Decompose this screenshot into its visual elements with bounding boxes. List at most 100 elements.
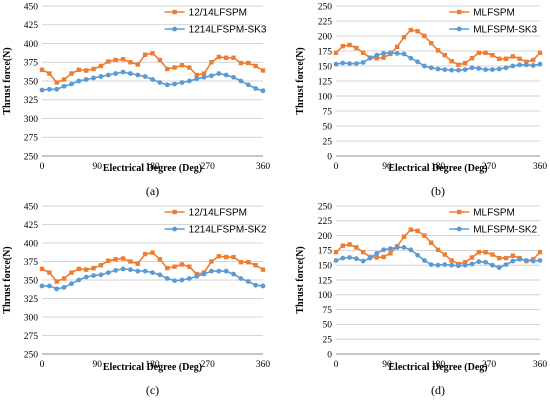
x-tick-label: 270: [201, 162, 216, 172]
data-point: [442, 67, 448, 72]
data-point: [422, 233, 427, 238]
data-point: [435, 48, 441, 53]
data-point: [61, 83, 67, 89]
data-point: [46, 283, 52, 289]
data-point: [150, 77, 155, 82]
y-tick-label: 75: [323, 107, 333, 117]
data-point: [490, 252, 495, 257]
data-point: [442, 252, 447, 257]
data-point: [105, 270, 111, 275]
x-axis-title: Electrical Degree (Deg): [388, 163, 487, 174]
data-point: [142, 74, 148, 79]
y-tick-label: 175: [318, 47, 333, 57]
chart-panel-b: 0 25 50 75 100 125 150 175 200 225 250 0 90 180 270 360…: [295, 2, 547, 198]
data-point: [113, 267, 119, 273]
data-point: [429, 41, 434, 46]
data-point: [186, 276, 192, 281]
data-point: [531, 57, 536, 63]
data-point: [260, 267, 266, 272]
data-point: [157, 257, 163, 262]
y-tick-label: 275: [24, 134, 39, 144]
data-point: [113, 57, 118, 63]
y-tick-label: 225: [318, 217, 333, 227]
data-point: [381, 254, 386, 260]
y-tick-label: 325: [24, 96, 39, 106]
data-point: [231, 254, 236, 260]
data-point: [347, 61, 352, 66]
data-point: [401, 35, 407, 40]
data-point: [428, 262, 434, 268]
data-point: [135, 62, 140, 67]
legend-marker: [172, 209, 177, 215]
data-point: [510, 258, 516, 264]
data-point: [483, 50, 488, 55]
x-tick-label: 180: [431, 162, 446, 172]
data-point: [91, 265, 96, 271]
data-point: [231, 74, 236, 80]
data-point: [179, 80, 185, 85]
data-point: [47, 71, 52, 76]
data-point: [483, 67, 488, 72]
data-point: [39, 283, 45, 289]
data-point: [164, 82, 170, 88]
data-point: [517, 56, 522, 61]
data-point: [231, 271, 236, 277]
data-point: [120, 69, 126, 75]
x-tick-label: 0: [40, 162, 45, 172]
x-tick-label: 90: [93, 360, 103, 370]
data-point: [415, 59, 420, 65]
data-point: [381, 247, 386, 253]
data-point: [157, 80, 163, 85]
data-point: [120, 266, 126, 272]
y-tick-label: 375: [24, 59, 39, 69]
y-axis-title: Thrust force(N): [295, 246, 306, 313]
data-point: [422, 258, 427, 263]
data-point: [422, 33, 427, 39]
data-point: [113, 257, 118, 262]
legend-label: 1214LFSPM-SK3: [189, 25, 267, 36]
legend-label: 12/14LFSPM: [189, 8, 247, 19]
data-point: [503, 65, 509, 71]
data-point: [209, 259, 214, 264]
data-point: [91, 66, 96, 72]
data-point: [216, 254, 221, 259]
data-point: [381, 51, 386, 56]
data-point: [201, 271, 207, 277]
x-axis-title: Electrical Degree (Deg): [103, 163, 202, 174]
data-point: [524, 59, 529, 64]
data-point: [510, 54, 515, 59]
data-point: [61, 77, 67, 82]
data-point: [128, 60, 133, 65]
data-point: [537, 50, 543, 55]
x-tick-label: 360: [533, 162, 548, 172]
data-point: [120, 57, 126, 62]
data-point: [54, 286, 60, 292]
y-tick-label: 25: [323, 336, 333, 346]
data-point: [510, 63, 516, 69]
data-point: [39, 87, 45, 93]
panel-caption: (b): [431, 184, 445, 198]
data-point: [483, 259, 488, 265]
data-point: [165, 265, 170, 271]
data-point: [106, 258, 111, 263]
data-point: [442, 53, 447, 58]
series-line-1: [41, 251, 264, 283]
y-tick-label: 0: [327, 350, 332, 360]
data-point: [462, 262, 468, 268]
data-point: [209, 60, 214, 65]
y-tick-label: 50: [323, 122, 333, 132]
data-point: [91, 75, 96, 81]
data-point: [39, 67, 45, 72]
data-point: [428, 65, 434, 71]
data-point: [157, 272, 163, 278]
legend-marker: [456, 26, 462, 32]
data-point: [408, 227, 413, 232]
data-point: [209, 73, 214, 79]
data-point: [172, 65, 177, 70]
data-point: [456, 67, 461, 73]
data-point: [76, 67, 82, 72]
data-point: [476, 50, 481, 55]
x-tick-label: 0: [334, 162, 339, 172]
data-point: [135, 72, 141, 78]
data-point: [408, 247, 414, 253]
